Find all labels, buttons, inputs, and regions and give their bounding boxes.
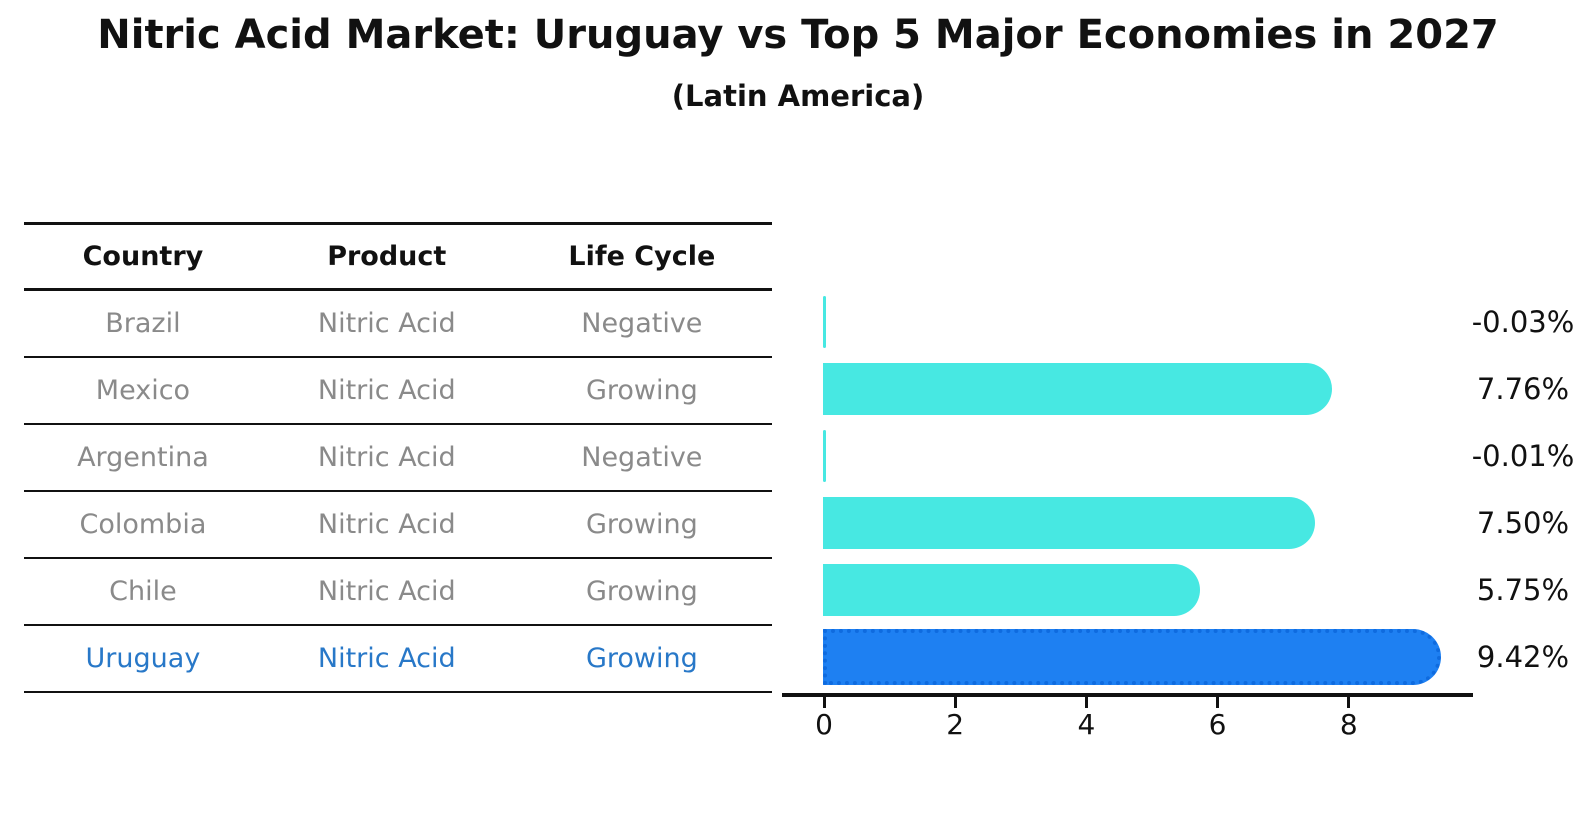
table-cell: Nitric Acid: [317, 308, 456, 339]
country-table: Country Product Life Cycle Brazil Nitric …: [24, 222, 772, 693]
table-row: Chile Nitric Acid Growing: [24, 559, 772, 626]
table-row: Mexico Nitric Acid Growing: [24, 358, 772, 425]
x-axis-tick: [822, 697, 826, 708]
table-header-row: Country Product Life Cycle: [24, 225, 772, 291]
x-axis-tick-label: 0: [815, 708, 833, 741]
table-cell: Growing: [585, 643, 698, 674]
table-header-life-cycle: Life Cycle: [568, 241, 716, 272]
bar: [823, 362, 1333, 415]
bar-value-label: 9.42%: [1476, 639, 1570, 674]
table-cell: Mexico: [95, 375, 191, 406]
table-cell: Nitric Acid: [317, 643, 456, 674]
x-axis-tick: [1084, 697, 1088, 708]
table-cell: Nitric Acid: [317, 509, 456, 540]
table-cell: Growing: [585, 375, 698, 406]
page-subtitle: (Latin America): [671, 79, 925, 113]
table-cell: Negative: [581, 442, 703, 473]
x-axis-tick-label: 4: [1077, 708, 1096, 741]
x-axis-tick: [1347, 697, 1351, 708]
table-cell: Colombia: [79, 509, 207, 540]
table-cell: Brazil: [105, 308, 181, 339]
bar: [823, 295, 826, 348]
table-cell: Nitric Acid: [317, 375, 456, 406]
bar: [823, 496, 1315, 549]
table-row: Uruguay Nitric Acid Growing: [24, 626, 772, 693]
table-header-product: Product: [327, 241, 447, 272]
table-cell: Negative: [581, 308, 703, 339]
x-axis-tick-label: 6: [1208, 708, 1227, 741]
table-header-country: Country: [82, 241, 204, 272]
table-body: Brazil Nitric Acid Negative Mexico Nitric Ac…: [24, 291, 772, 693]
bar: [823, 429, 826, 482]
table-cell: Nitric Acid: [317, 576, 456, 607]
x-axis-tick: [953, 697, 957, 708]
x-axis-tick-label: 2: [946, 708, 965, 741]
bar-value-label: 7.50%: [1476, 505, 1570, 540]
table-cell: Chile: [109, 576, 177, 607]
bar-highlight: [823, 628, 1441, 685]
table-cell: Uruguay: [85, 643, 201, 674]
table-cell: Growing: [585, 509, 698, 540]
bar-value-label: -0.03%: [1471, 304, 1575, 339]
table-row: Argentina Nitric Acid Negative: [24, 425, 772, 492]
table-cell: Nitric Acid: [317, 442, 456, 473]
bar-value-label: -0.01%: [1471, 438, 1575, 473]
bar-value-label: 7.76%: [1476, 371, 1570, 406]
x-axis-tick: [1216, 697, 1220, 708]
table-row: Colombia Nitric Acid Growing: [24, 492, 772, 559]
table-row: Brazil Nitric Acid Negative: [24, 291, 772, 358]
page-title: Nitric Acid Market: Uruguay vs Top 5 Maj…: [97, 12, 1499, 58]
bar: [823, 563, 1201, 616]
x-axis-tick-label: 8: [1339, 708, 1358, 741]
x-axis-line: [782, 693, 1473, 697]
table-cell: Growing: [585, 576, 698, 607]
bar-value-label: 5.75%: [1476, 572, 1570, 607]
table-cell: Argentina: [77, 442, 209, 473]
